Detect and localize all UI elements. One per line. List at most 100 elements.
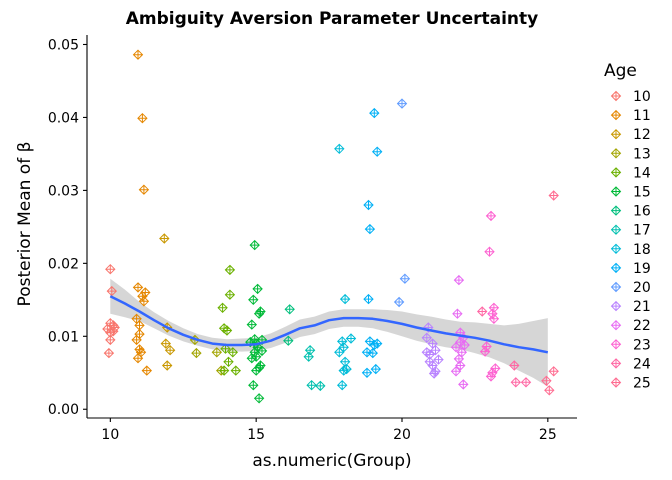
data-point: [132, 282, 144, 293]
data-point: [369, 107, 380, 119]
data-point: [341, 363, 352, 375]
data-point: [283, 335, 294, 346]
y-tick-label: 0.02: [48, 256, 79, 272]
data-point: [363, 293, 374, 305]
legend-label: 13: [633, 146, 651, 162]
legend-item-22: 22: [610, 318, 651, 334]
data-point: [452, 308, 463, 319]
legend-key: [610, 377, 622, 388]
series-20: [393, 98, 411, 308]
data-point: [361, 367, 373, 379]
data-point: [250, 365, 262, 376]
chart-title: Ambiguity Aversion Parameter Uncertainty: [126, 9, 538, 29]
x-axis-title: as.numeric(Group): [252, 451, 411, 471]
legend-label: 12: [633, 127, 651, 143]
data-point: [548, 190, 559, 201]
data-point: [132, 49, 144, 60]
series-24: [476, 306, 532, 388]
legend-label: 17: [633, 223, 651, 239]
legend-key: [610, 224, 622, 235]
data-point: [450, 341, 462, 353]
data-point: [211, 347, 223, 358]
data-point: [399, 273, 411, 284]
legend-key: [610, 281, 622, 293]
data-point: [227, 347, 239, 358]
legend-key: [610, 128, 622, 140]
data-point: [459, 339, 470, 351]
data-point: [105, 263, 116, 275]
legend-item-23: 23: [610, 337, 651, 353]
legend-title: Age: [604, 61, 637, 81]
data-point: [218, 365, 230, 376]
legend-key: [610, 339, 622, 350]
data-point: [361, 347, 373, 358]
data-point: [430, 344, 441, 356]
legend-item-18: 18: [610, 242, 651, 258]
data-point: [132, 352, 144, 364]
data-point: [103, 347, 115, 359]
series-23: [479, 210, 501, 382]
data-point: [255, 360, 266, 371]
data-point: [393, 296, 405, 308]
legend-item-20: 20: [610, 280, 651, 296]
data-point: [159, 233, 170, 244]
y-tick-label: 0.03: [48, 183, 79, 199]
data-point: [248, 379, 259, 391]
data-point: [484, 246, 495, 257]
legend-key: [610, 262, 622, 274]
data-point: [246, 319, 258, 330]
data-point: [541, 375, 552, 387]
data-point: [481, 341, 492, 352]
legend-item-14: 14: [610, 165, 651, 181]
data-point: [548, 366, 559, 377]
x-tick-label: 10: [101, 427, 119, 443]
y-tick-label: 0.00: [48, 402, 79, 418]
data-point: [334, 143, 345, 155]
data-point: [479, 346, 491, 357]
legend-item-16: 16: [610, 204, 651, 220]
data-point: [450, 366, 462, 377]
legend-key: [610, 319, 622, 331]
legend-item-13: 13: [610, 146, 651, 162]
legend-key: [610, 148, 622, 159]
x-tick-label: 20: [393, 427, 411, 443]
data-point: [160, 338, 172, 349]
series-18: [334, 143, 357, 391]
data-point: [303, 351, 314, 362]
data-point: [191, 347, 202, 359]
data-point: [134, 328, 145, 340]
data-point: [363, 199, 374, 211]
data-point: [421, 332, 433, 344]
data-point: [433, 354, 444, 365]
series-14: [217, 264, 242, 376]
data-point: [485, 371, 497, 382]
data-point: [284, 304, 295, 315]
data-point: [364, 223, 376, 235]
data-point: [455, 360, 466, 371]
data-point: [396, 98, 408, 109]
series-21: [421, 322, 444, 379]
legend-item-12: 12: [610, 127, 651, 143]
legend: Age 10 11 12 13 14 15 16 17 18 19 20 21 22 23 24 25: [604, 61, 651, 392]
data-point: [221, 325, 233, 336]
data-point: [253, 393, 265, 404]
data-point: [253, 308, 265, 319]
legend-label: 11: [633, 108, 651, 124]
legend-key: [610, 358, 622, 369]
data-point: [252, 283, 263, 295]
legend-item-10: 10: [610, 89, 651, 105]
series-11: [131, 49, 153, 376]
legend-item-19: 19: [610, 261, 651, 277]
series-25: [541, 190, 559, 396]
legend-label: 25: [633, 376, 651, 392]
plot-area: [102, 49, 559, 404]
data-point: [476, 306, 488, 317]
legend-label: 24: [633, 356, 651, 372]
y-axis-title: Posterior Mean of β: [15, 142, 35, 307]
data-point: [161, 360, 173, 371]
series-12: [159, 233, 176, 371]
legend-label: 19: [633, 261, 651, 277]
legend-label: 10: [633, 89, 651, 105]
data-point: [108, 325, 119, 337]
